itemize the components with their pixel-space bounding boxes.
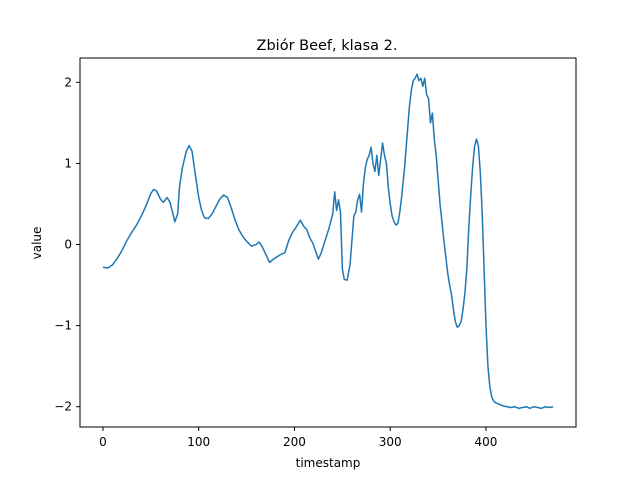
y-tick-label: 2 (64, 75, 72, 89)
y-axis-ticks: −2 −1 0 1 2 (54, 75, 80, 414)
axes-frame (79, 57, 577, 428)
y-tick-label: 0 (64, 238, 72, 252)
x-tick-label: 100 (187, 435, 210, 449)
y-tick-label: −1 (54, 319, 72, 333)
x-axis-label: timestamp (296, 456, 361, 470)
x-tick-label: 300 (379, 435, 402, 449)
chart-title: Zbiór Beef, klasa 2. (257, 38, 398, 54)
y-tick-label: −2 (54, 400, 72, 414)
x-tick-label: 200 (283, 435, 306, 449)
x-tick-label: 400 (475, 435, 498, 449)
plot-area (102, 73, 554, 410)
x-axis-ticks: 0 100 200 300 400 (99, 427, 497, 449)
x-tick-label: 0 (99, 435, 107, 449)
y-axis-label: value (30, 227, 44, 260)
series-line-0 (102, 73, 554, 410)
y-tick-label: 1 (64, 156, 72, 170)
